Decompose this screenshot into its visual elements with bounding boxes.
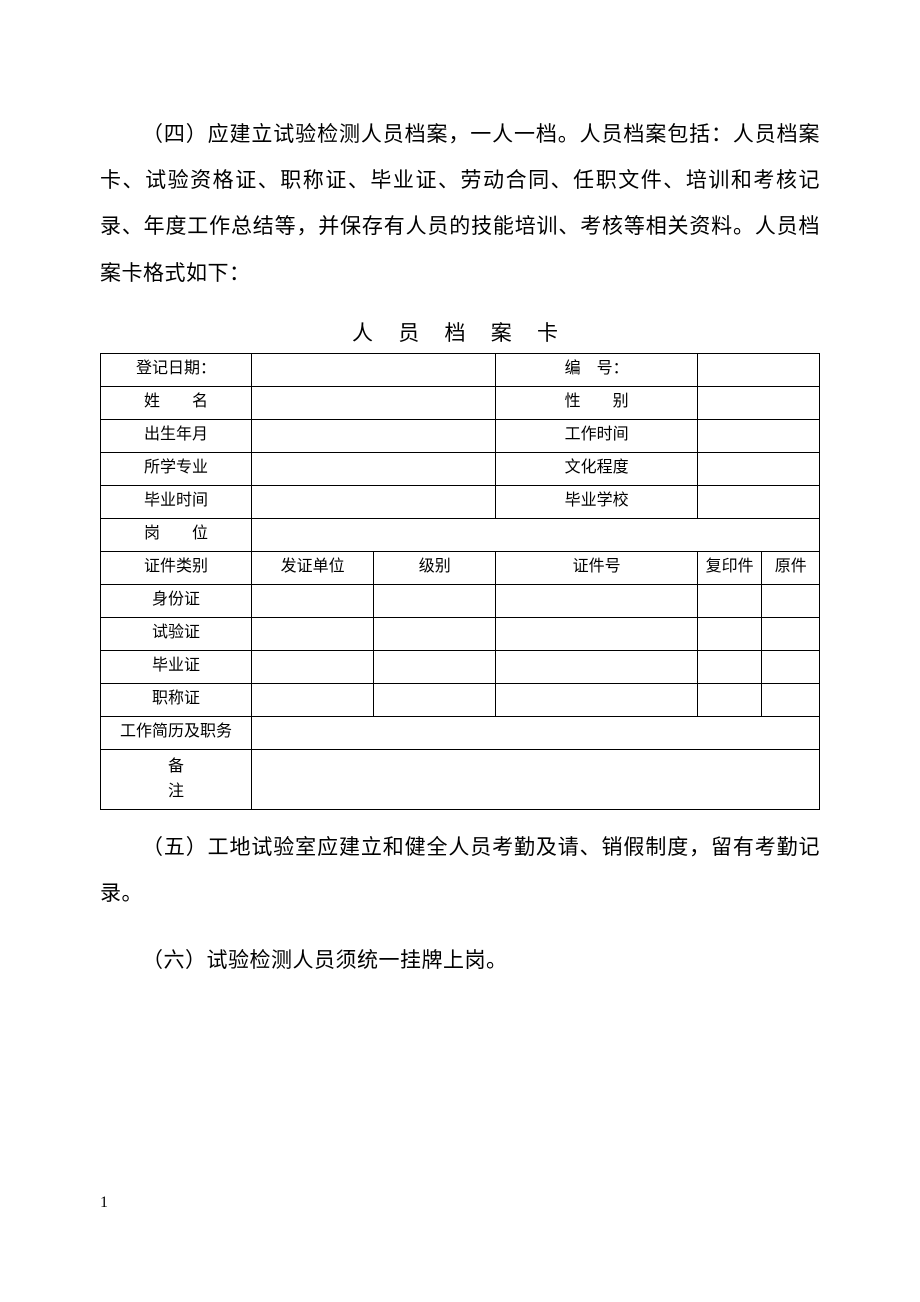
value-name	[251, 386, 495, 419]
value-number	[697, 353, 819, 386]
label-cert-type: 证件类别	[101, 551, 252, 584]
value-id-no	[496, 584, 697, 617]
label-number: 编 号：	[496, 353, 697, 386]
label-level: 级别	[374, 551, 496, 584]
label-remark: 备 注	[101, 749, 252, 809]
value-grad-level	[374, 650, 496, 683]
value-grad-orig	[762, 650, 820, 683]
value-test-issuer	[251, 617, 373, 650]
label-grad-time: 毕业时间	[101, 485, 252, 518]
value-title-level	[374, 683, 496, 716]
table-row: 备 注	[101, 749, 820, 809]
personnel-file-card-table: 登记日期： 编 号： 姓 名 性 别 出生年月 工作时间 所学专业 文化程度 毕…	[100, 353, 820, 810]
label-title-cert: 职称证	[101, 683, 252, 716]
value-remark	[251, 749, 819, 809]
table-row: 试验证	[101, 617, 820, 650]
table-row: 毕业证	[101, 650, 820, 683]
label-issuer: 发证单位	[251, 551, 373, 584]
label-sex: 性 别	[496, 386, 697, 419]
label-original: 原件	[762, 551, 820, 584]
label-id-card: 身份证	[101, 584, 252, 617]
label-post: 岗 位	[101, 518, 252, 551]
value-grad-copy	[697, 650, 762, 683]
value-education	[697, 452, 819, 485]
value-test-orig	[762, 617, 820, 650]
value-work-time	[697, 419, 819, 452]
value-birth	[251, 419, 495, 452]
value-id-level	[374, 584, 496, 617]
value-id-copy	[697, 584, 762, 617]
table-title: 人 员 档 案 卡	[100, 317, 820, 347]
table-row: 证件类别 发证单位 级别 证件号 复印件 原件	[101, 551, 820, 584]
table-row: 岗 位	[101, 518, 820, 551]
table-row: 毕业时间 毕业学校	[101, 485, 820, 518]
value-grad-no	[496, 650, 697, 683]
value-test-no	[496, 617, 697, 650]
label-reg-date: 登记日期：	[101, 353, 252, 386]
label-grad-cert: 毕业证	[101, 650, 252, 683]
table-row: 职称证	[101, 683, 820, 716]
value-title-issuer	[251, 683, 373, 716]
label-education: 文化程度	[496, 452, 697, 485]
table-row: 所学专业 文化程度	[101, 452, 820, 485]
value-major	[251, 452, 495, 485]
table-row: 姓 名 性 别	[101, 386, 820, 419]
value-grad-issuer	[251, 650, 373, 683]
table-row: 出生年月 工作时间	[101, 419, 820, 452]
label-grad-school: 毕业学校	[496, 485, 697, 518]
label-birth: 出生年月	[101, 419, 252, 452]
value-id-issuer	[251, 584, 373, 617]
value-post	[251, 518, 819, 551]
value-test-copy	[697, 617, 762, 650]
value-grad-school	[697, 485, 819, 518]
value-title-no	[496, 683, 697, 716]
label-resume: 工作简历及职务	[101, 716, 252, 749]
value-grad-time	[251, 485, 495, 518]
table-row: 登记日期： 编 号：	[101, 353, 820, 386]
table-row: 身份证	[101, 584, 820, 617]
label-remark-bottom: 注	[168, 783, 184, 800]
paragraph-5: （五）工地试验室应建立和健全人员考勤及请、销假制度，留有考勤记录。	[100, 824, 820, 916]
document-page: （四）应建立试验检测人员档案，一人一档。人员档案包括：人员档案卡、试验资格证、职…	[0, 0, 920, 1302]
label-remark-top: 备	[168, 758, 184, 775]
label-cert-no: 证件号	[496, 551, 697, 584]
value-title-orig	[762, 683, 820, 716]
page-number: 1	[100, 1194, 108, 1212]
label-copy: 复印件	[697, 551, 762, 584]
label-work-time: 工作时间	[496, 419, 697, 452]
value-id-orig	[762, 584, 820, 617]
label-test-cert: 试验证	[101, 617, 252, 650]
value-sex	[697, 386, 819, 419]
label-major: 所学专业	[101, 452, 252, 485]
table-row: 工作简历及职务	[101, 716, 820, 749]
paragraph-6: （六）试验检测人员须统一挂牌上岗。	[100, 937, 820, 983]
label-name: 姓 名	[101, 386, 252, 419]
value-test-level	[374, 617, 496, 650]
value-reg-date	[251, 353, 495, 386]
paragraph-4: （四）应建立试验检测人员档案，一人一档。人员档案包括：人员档案卡、试验资格证、职…	[100, 111, 820, 296]
value-resume	[251, 716, 819, 749]
value-title-copy	[697, 683, 762, 716]
